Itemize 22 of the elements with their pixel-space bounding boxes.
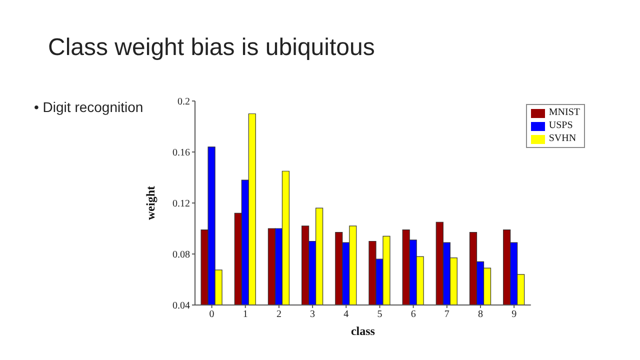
x-tick-label: 4 <box>344 309 349 320</box>
x-tick-label: 1 <box>242 309 248 320</box>
x-tick-label: 0 <box>209 309 214 320</box>
chart-title: Class weight bias is ubiquitous <box>48 34 375 62</box>
y-tick-label: 0.2 <box>178 96 190 108</box>
legend-label: USPS <box>548 120 573 132</box>
y-tick-label: 0.16 <box>172 148 190 159</box>
x-tick-label: 9 <box>512 309 517 320</box>
x-tick-label: 6 <box>410 309 416 320</box>
x-tick-label: 5 <box>377 309 382 320</box>
x-tick-label: 3 <box>310 309 316 320</box>
x-tick-label: 8 <box>478 309 483 320</box>
y-tick-label: 0.04 <box>172 300 190 312</box>
x-tick-label: 2 <box>276 309 282 320</box>
y-tick-label: 0.12 <box>172 198 190 210</box>
y-tick-label: 0.08 <box>172 250 190 261</box>
x-tick-label: 7 <box>444 309 450 320</box>
x-axis-title: class <box>350 324 376 338</box>
text: • Digit recognition <box>34 98 144 117</box>
legend-label: MNIST <box>548 107 580 119</box>
legend-label: SVHN <box>548 133 576 145</box>
y-axis-title: weight <box>143 186 158 220</box>
